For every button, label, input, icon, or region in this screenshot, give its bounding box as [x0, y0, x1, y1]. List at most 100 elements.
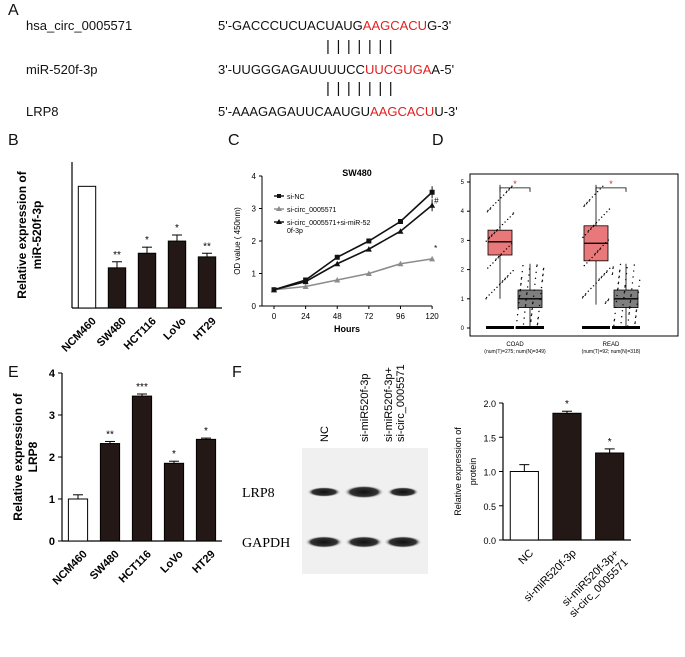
chart-D-point [539, 298, 541, 301]
chart-D-point [629, 300, 632, 302]
chart-D-point [637, 291, 640, 293]
chart-B-significance: * [175, 223, 179, 234]
chart-D-point [634, 322, 636, 325]
chart-D-point [591, 256, 593, 259]
chart-D-point [535, 271, 537, 274]
chart-C-ylabel: OD value ( 450nm) [233, 207, 242, 275]
chart-D-point [631, 282, 634, 284]
chart-F-ytick-label: 0.5 [483, 502, 496, 512]
chart-E-ytick-label: 3 [49, 410, 55, 422]
chart-D-point [521, 271, 523, 273]
chart-D-point [606, 270, 608, 272]
chart-D-point [525, 299, 527, 301]
chart-D-point [524, 311, 526, 313]
chart-D-point [599, 247, 602, 249]
chart-D-point [634, 316, 637, 319]
seq-circ-highlight: AAGCACU [362, 18, 428, 33]
chart-D-point [581, 297, 584, 299]
chart-C-legend-label: si-NC [287, 194, 305, 201]
chart-D-point [598, 279, 600, 282]
chart-D-ytick-label: 1 [461, 297, 465, 303]
chart-D-point [612, 267, 614, 270]
chart-C-point [397, 219, 403, 224]
chart-D-group-label: READ [603, 342, 620, 348]
chart-E-category-label: HT29 [190, 548, 218, 576]
chart-D-point [511, 185, 513, 187]
chart-D-ytick-label: 3 [461, 238, 465, 244]
chart-D-point [614, 312, 616, 315]
chart-D-point [585, 203, 588, 205]
chart-D-point [628, 312, 631, 314]
chart-D-point [528, 274, 530, 276]
panel-label-e: E [8, 364, 19, 381]
chart-D-point [542, 269, 545, 271]
chart-D-point [635, 309, 638, 311]
chart-C-annotation: * [434, 244, 437, 253]
chart-D-point [607, 298, 610, 300]
chart-D-point [500, 254, 502, 256]
chart-D-point [590, 227, 592, 229]
chart-D-point [611, 272, 614, 274]
seq-name-lrp8: LRP8 [26, 104, 59, 119]
chart-C-point [302, 278, 309, 285]
chart-D-point [594, 252, 596, 255]
chart-F-significance: * [565, 399, 569, 410]
chart-B-category-label: LoVo [161, 315, 189, 343]
chart-D-point [520, 284, 522, 286]
chart-F-ytick-label: 1.0 [483, 468, 496, 478]
chart-C-point [271, 286, 277, 293]
chart-D-point [518, 302, 520, 304]
chart-D-point [525, 304, 527, 306]
chart-D-point [494, 259, 497, 262]
chart-D-point [522, 265, 524, 267]
chart-D-point [638, 285, 640, 287]
chart-D-point [503, 250, 505, 253]
chart-C-ytick-label: 2 [252, 237, 257, 246]
chart-D-point [633, 270, 635, 272]
chart-D-point [500, 197, 502, 199]
chart-D-point [506, 276, 509, 278]
band-lrp8-nc [307, 487, 341, 497]
chart-C-ytick-label: 1 [252, 270, 257, 279]
chart-D-frame [469, 173, 679, 337]
chart-D-point [588, 259, 591, 261]
chart-D-point [497, 257, 499, 259]
chart-D-point [590, 287, 592, 290]
seq-circ: 5'-GACCCUCUACUAUGAAGCACUG-3' [218, 18, 451, 33]
chart-D-point [603, 274, 605, 276]
chart-D-point [589, 199, 591, 201]
chart-D-point [485, 296, 488, 299]
chart-D-point [534, 283, 536, 285]
blot-background [302, 448, 428, 574]
chart-C-xtick-label: 48 [333, 312, 342, 321]
chart-D-point [605, 271, 608, 274]
chart-D-point [509, 216, 511, 218]
chart-D-point [493, 231, 496, 233]
chart-D-point [498, 284, 501, 286]
western-blot: LRP8 GAPDH NC si-miR520f-3p si-miR520f-3… [240, 364, 435, 582]
chart-D-point [532, 295, 535, 297]
chart-D-point [603, 213, 605, 216]
chart-B-category-label: NCM460 [60, 315, 99, 354]
chart-F-ytick-label: 2.0 [483, 399, 496, 409]
chart-D-point [632, 276, 634, 278]
chart-C-ytick-label: 3 [252, 205, 257, 214]
chart-C-xtick-label: 24 [301, 312, 310, 321]
chart-C-point [366, 238, 372, 244]
chart-D-point [491, 291, 493, 294]
chart-D-point [592, 285, 595, 287]
seq-name-circ: hsa_circ_0005571 [26, 18, 133, 33]
chart-D-ytick-label: 5 [461, 180, 465, 186]
chart-D-point [634, 321, 636, 323]
chart-D-point [531, 313, 533, 315]
chart-D-point [542, 274, 544, 277]
chart-D-point [487, 267, 489, 269]
chart-D-point [615, 306, 617, 309]
chart-D-baseline [582, 326, 610, 329]
chart-D-baseline [612, 326, 640, 329]
seq-circ-suffix: G-3' [427, 18, 452, 33]
chart-E-ytick-label: 4 [49, 368, 56, 380]
chart-D-point [627, 319, 630, 321]
chart-D-point [623, 290, 626, 293]
chart-D-point [617, 281, 620, 284]
